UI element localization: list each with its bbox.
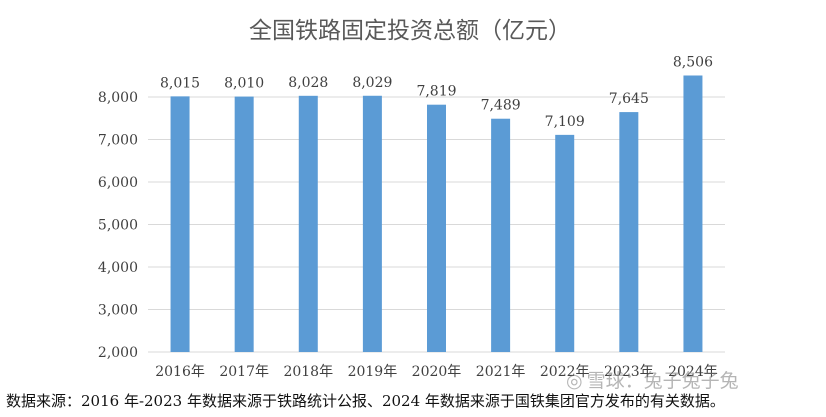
x-tick-label: 2021年 bbox=[476, 364, 526, 380]
bar bbox=[555, 134, 575, 352]
y-tick-label: 2,000 bbox=[98, 345, 138, 361]
data-label: 7,109 bbox=[545, 114, 585, 130]
x-tick-label: 2024年 bbox=[668, 364, 718, 380]
x-tick-label: 2019年 bbox=[348, 364, 398, 380]
x-tick-label: 2016年 bbox=[155, 364, 205, 380]
y-tick-label: 6,000 bbox=[98, 175, 138, 191]
data-label: 7,819 bbox=[416, 84, 456, 100]
data-label: 8,506 bbox=[673, 54, 713, 70]
bar bbox=[362, 95, 382, 352]
snowball-icon: ◎ bbox=[566, 370, 583, 392]
watermark-text: 雪球：兔子兔子兔 bbox=[586, 370, 739, 392]
y-tick-label: 3,000 bbox=[98, 303, 138, 319]
x-tick-label: 2023年 bbox=[604, 364, 654, 380]
y-tick-label: 7,000 bbox=[98, 133, 138, 149]
data-label: 8,010 bbox=[224, 76, 264, 92]
x-tick-label: 2020年 bbox=[412, 364, 462, 380]
bar bbox=[491, 118, 511, 352]
data-labels: 8,015 8,010 8,028 8,029 7,819 7,489 7,109 7,645… bbox=[160, 54, 713, 129]
data-label: 7,489 bbox=[481, 98, 521, 114]
data-label: 8,015 bbox=[160, 75, 200, 91]
x-tick-label: 2018年 bbox=[283, 364, 333, 380]
data-label: 8,028 bbox=[288, 75, 328, 91]
y-tick-label: 8,000 bbox=[98, 90, 138, 106]
y-tick-label: 4,000 bbox=[98, 260, 138, 276]
bar bbox=[298, 95, 318, 352]
source-note: 数据来源：2016 年-2023 年数据来源于铁路统计公报、2024 年数据来源… bbox=[6, 392, 725, 410]
x-tick-label: 2022年 bbox=[540, 364, 590, 380]
y-axis-ticks: 2,000 3,000 4,000 5,000 6,000 7,000 8,000 bbox=[98, 90, 138, 361]
bar bbox=[170, 96, 190, 352]
x-tick-label: 2017年 bbox=[219, 364, 269, 380]
chart-title: 全国铁路固定投资总额（亿元） bbox=[249, 18, 571, 44]
bar bbox=[427, 104, 446, 352]
y-tick-label: 5,000 bbox=[98, 218, 138, 234]
data-label: 7,645 bbox=[609, 91, 649, 107]
data-label: 8,029 bbox=[352, 75, 392, 91]
x-axis-ticks: 2016年 2017年 2018年 2019年 2020年 2021年 2022年 2023年… bbox=[155, 364, 718, 380]
bars bbox=[170, 75, 703, 353]
bar bbox=[683, 75, 703, 353]
bar bbox=[234, 96, 254, 352]
watermark: ◎ 雪球：兔子兔子兔 bbox=[566, 366, 739, 393]
bar bbox=[619, 112, 639, 353]
